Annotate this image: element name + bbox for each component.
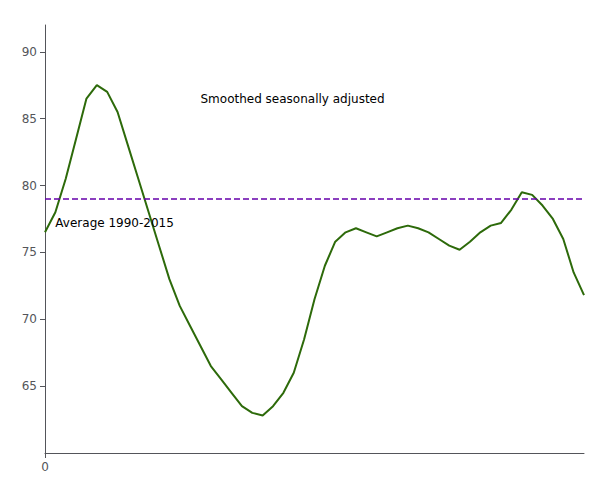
svg-text:90: 90 bbox=[22, 45, 37, 59]
svg-text:70: 70 bbox=[22, 312, 37, 326]
svg-text:Smoothed seasonally adjusted: Smoothed seasonally adjusted bbox=[200, 92, 384, 106]
svg-text:Average 1990-2015: Average 1990-2015 bbox=[55, 216, 174, 230]
svg-text:80: 80 bbox=[22, 179, 37, 193]
svg-text:65: 65 bbox=[22, 379, 37, 393]
svg-text:85: 85 bbox=[22, 112, 37, 126]
svg-text:0: 0 bbox=[41, 460, 49, 474]
svg-text:75: 75 bbox=[22, 245, 37, 259]
